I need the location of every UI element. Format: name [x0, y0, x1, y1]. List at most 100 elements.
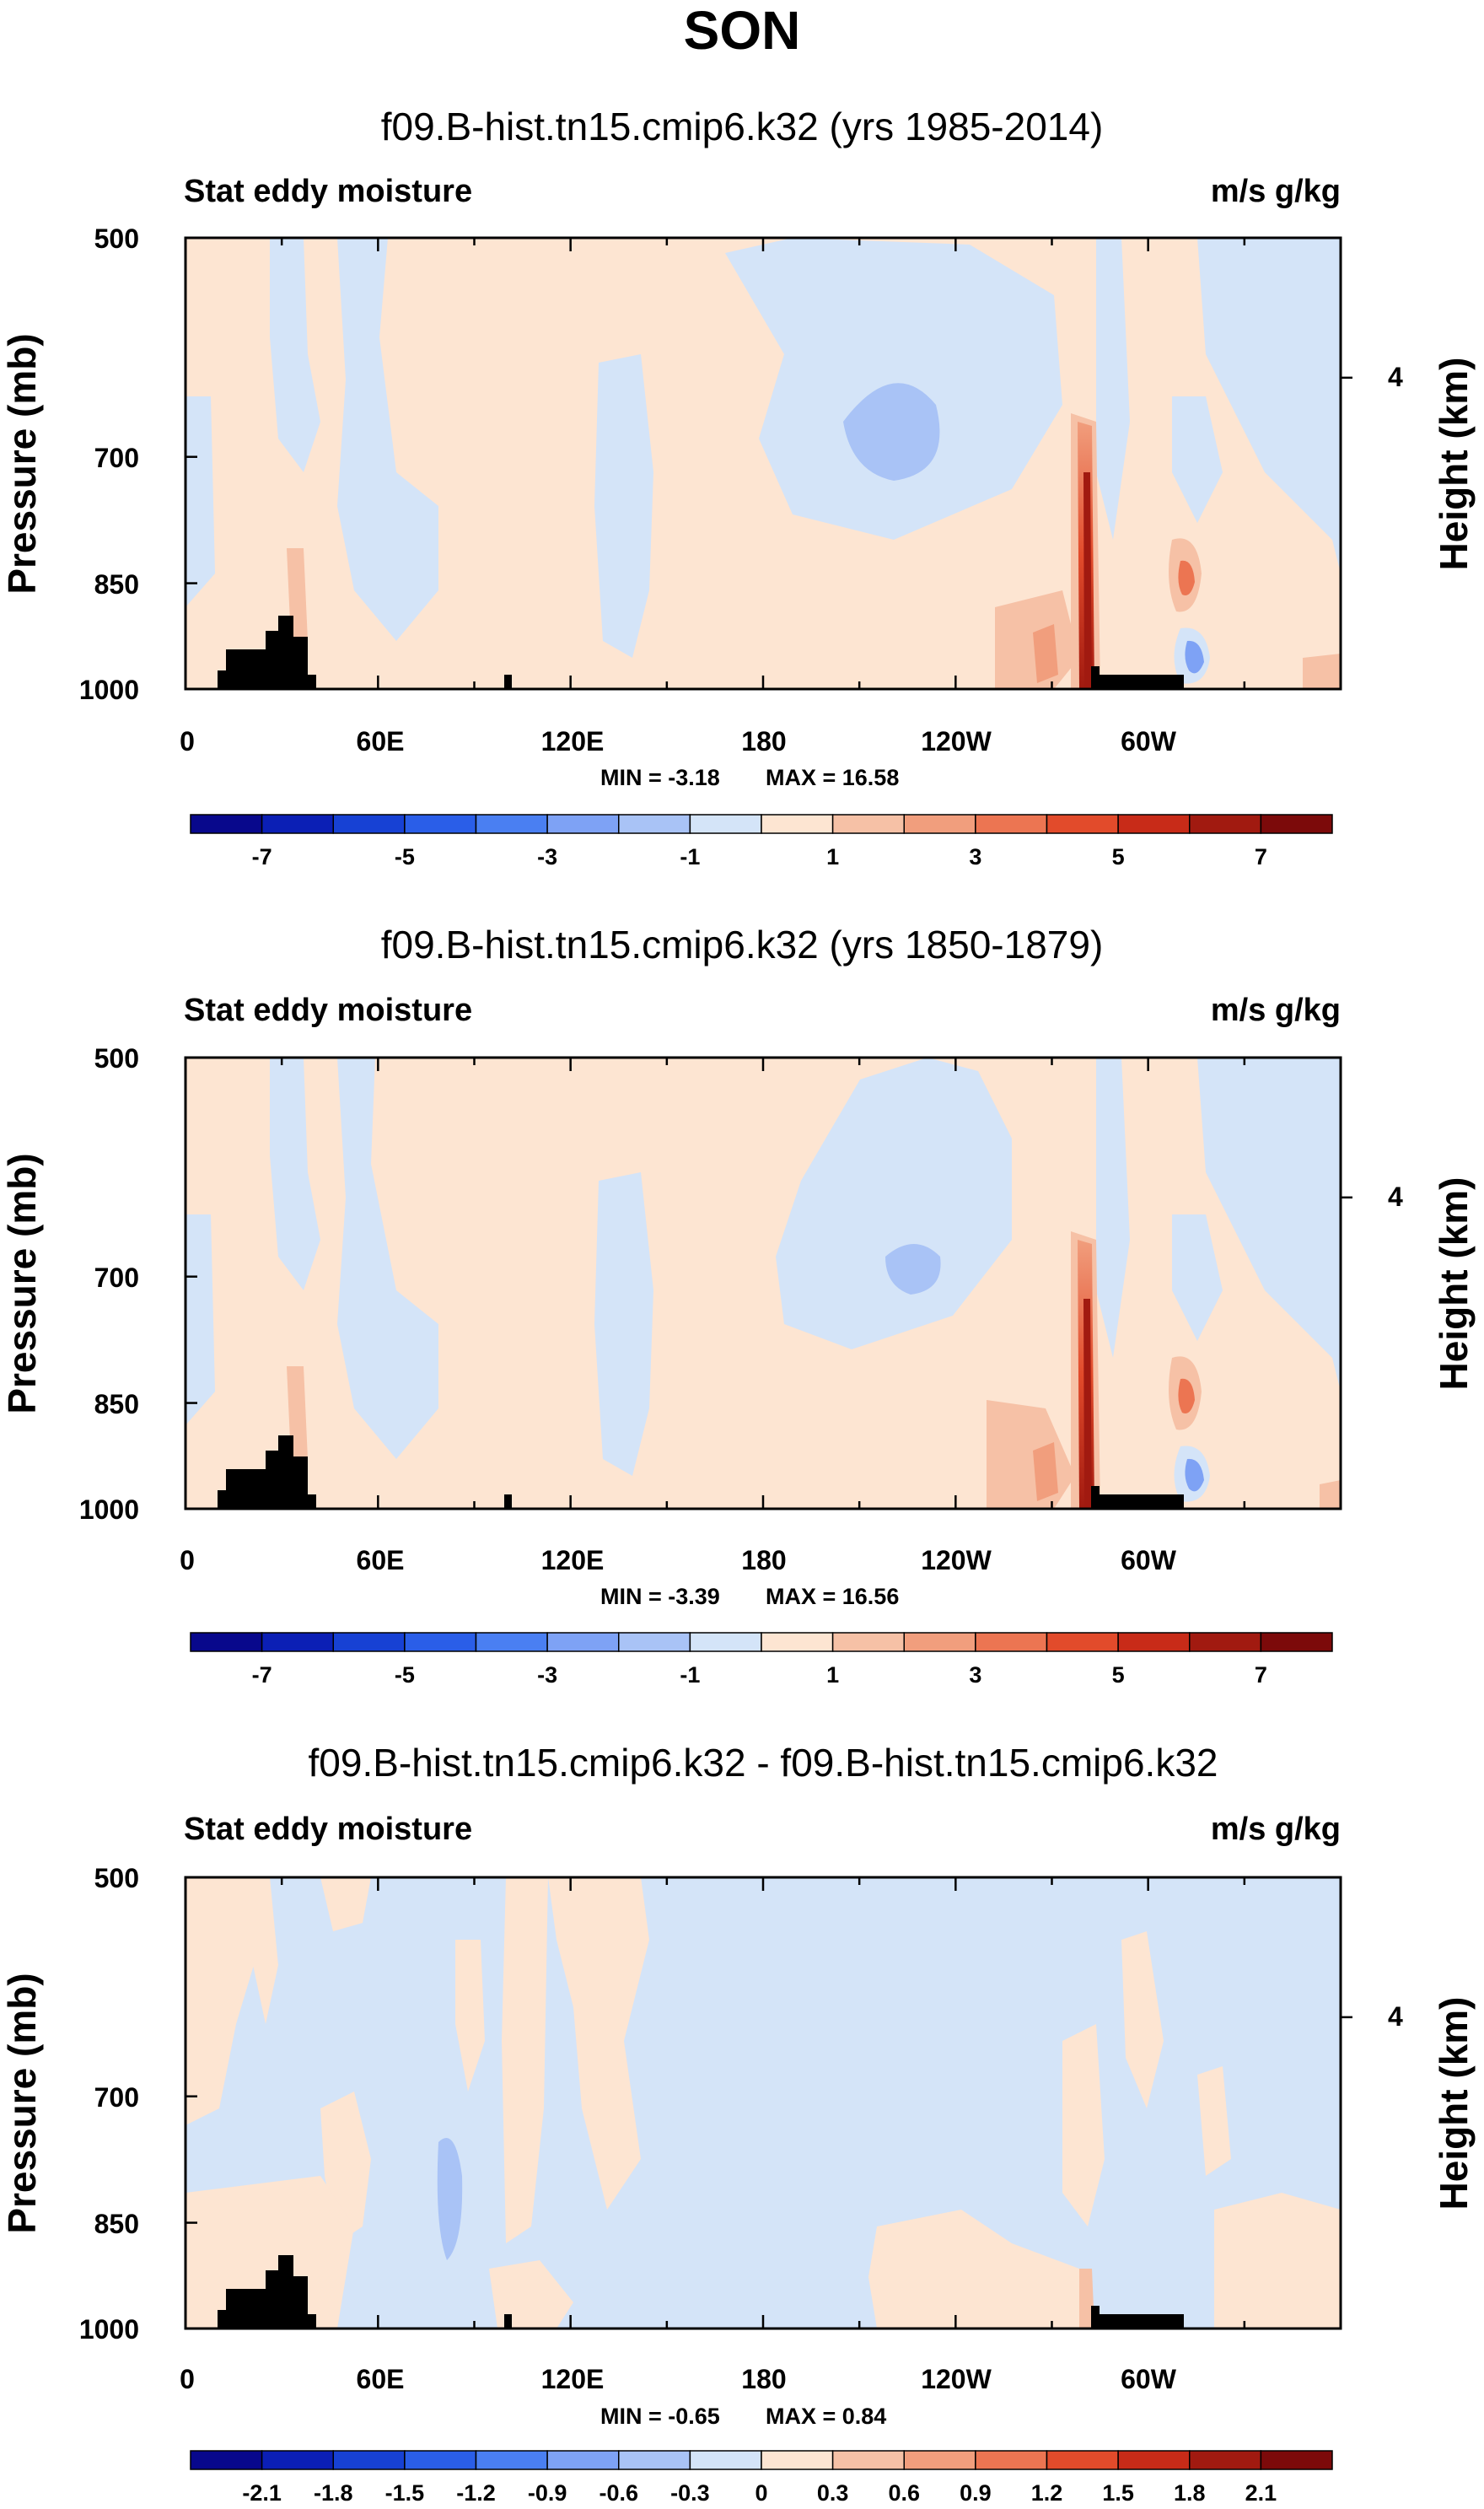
colorbar-swatch: [1046, 2450, 1119, 2470]
panel-1-variable: Stat eddy moisture: [184, 174, 472, 209]
panel-1-ytick-1000: 1000: [79, 675, 139, 705]
colorbar-swatch: [618, 2450, 691, 2470]
panel-1-max: MAX = 16.58: [766, 765, 899, 790]
colorbar-swatch: [190, 2450, 263, 2470]
panel-3-variable: Stat eddy moisture: [184, 1812, 472, 1847]
panel-3-xtick-0: 0: [180, 2364, 195, 2394]
figure-title: SON: [684, 0, 801, 61]
panel-2-min: MIN = -3.39: [600, 1584, 720, 1609]
colorbar-label: -1.5: [385, 2480, 425, 2506]
colorbar-swatch: [475, 1632, 548, 1652]
panel-1-ytick-850: 850: [94, 569, 139, 600]
panel-1-ylabel: Pressure (mb): [0, 333, 44, 594]
panel-3-min: MIN = -0.65: [600, 2404, 720, 2429]
colorbar-swatch: [1117, 2450, 1191, 2470]
panel-1: f09.B-hist.tn15.cmip6.k32 (yrs 1985-2014…: [0, 105, 1476, 870]
colorbar-swatch: [1046, 1632, 1119, 1652]
colorbar-label: -1: [680, 844, 700, 870]
colorbar-swatch: [404, 1632, 477, 1652]
panel-3-xtick-180: 180: [741, 2364, 786, 2394]
panel-1-colorbar: -7 -5 -3 -1 1 3 5 7: [190, 814, 1333, 870]
colorbar-label: 1.5: [1102, 2480, 1134, 2506]
colorbar-label: -5: [395, 1662, 415, 1688]
panel-3-ytick-1000: 1000: [79, 2314, 139, 2345]
colorbar-label: -2.1: [242, 2480, 282, 2506]
colorbar-swatch: [1189, 814, 1262, 834]
panel-1-xtick-180: 180: [741, 726, 786, 756]
panel-2-ytick-850: 850: [94, 1389, 139, 1419]
panel-2-xtick-120w: 120W: [921, 1545, 992, 1575]
panel-1-y2label: Height (km): [1432, 358, 1476, 571]
colorbar-label: 0.6: [888, 2480, 920, 2506]
colorbar-label: -0.3: [670, 2480, 710, 2506]
colorbar-swatch: [975, 1632, 1048, 1652]
panel-3-title: f09.B-hist.tn15.cmip6.k32 - f09.B-hist.t…: [309, 1741, 1218, 1785]
colorbar-swatch: [261, 814, 334, 834]
colorbar-swatch: [1260, 1632, 1333, 1652]
colorbar-label: 3: [969, 1662, 981, 1688]
panel-2-xtick-0: 0: [180, 1545, 195, 1575]
colorbar-label: 5: [1112, 844, 1125, 870]
panel-2-max: MAX = 16.56: [766, 1584, 899, 1609]
colorbar-swatch: [190, 1632, 263, 1652]
colorbar-swatch: [546, 2450, 620, 2470]
colorbar-swatch: [903, 814, 976, 834]
colorbar-swatch: [975, 814, 1048, 834]
colorbar-swatch: [332, 1632, 406, 1652]
colorbar-swatch: [831, 1632, 905, 1652]
panel-2-ytick-1000: 1000: [79, 1494, 139, 1525]
colorbar-label: 0: [755, 2480, 767, 2506]
panel-2-ytick-700: 700: [94, 1263, 139, 1293]
colorbar-swatch: [404, 2450, 477, 2470]
panel-3-ytick-850: 850: [94, 2209, 139, 2239]
colorbar-swatch: [475, 2450, 548, 2470]
colorbar-swatch: [903, 2450, 976, 2470]
panel-3-contour-field: [186, 1877, 1341, 2329]
colorbar-label: -5: [395, 844, 415, 870]
colorbar-label: -0.6: [599, 2480, 638, 2506]
colorbar-label: -1.2: [456, 2480, 496, 2506]
colorbar-label: -1.8: [314, 2480, 353, 2506]
panel-2: f09.B-hist.tn15.cmip6.k32 (yrs 1850-1879…: [0, 923, 1476, 1688]
colorbar-label: 2.1: [1245, 2480, 1277, 2506]
panel-2-variable: Stat eddy moisture: [184, 993, 472, 1028]
colorbar-label: -7: [252, 1662, 272, 1688]
colorbar-swatch: [761, 814, 834, 834]
panel-3-colorbar: -2.1 -1.8 -1.5 -1.2 -0.9 -0.6 -0.3 0 0.3 0.6 0.9 1.…: [190, 2450, 1333, 2506]
colorbar-swatch: [261, 1632, 334, 1652]
colorbar-label: -3: [537, 844, 557, 870]
panel-3-xtick-60e: 60E: [357, 2364, 405, 2394]
colorbar-swatch: [975, 2450, 1048, 2470]
panel-2-xtick-60e: 60E: [357, 1545, 405, 1575]
colorbar-swatch: [831, 814, 905, 834]
colorbar-swatch: [1117, 814, 1191, 834]
colorbar-swatch: [689, 814, 762, 834]
colorbar-swatch: [546, 1632, 620, 1652]
panel-2-title: f09.B-hist.tn15.cmip6.k32 (yrs 1850-1879…: [381, 923, 1104, 966]
panel-1-xtick-0: 0: [180, 726, 195, 756]
colorbar-label: 0.3: [817, 2480, 849, 2506]
colorbar-swatch: [618, 1632, 691, 1652]
panel-2-xtick-180: 180: [741, 1545, 786, 1575]
panel-1-xtick-120w: 120W: [921, 726, 992, 756]
colorbar-swatch: [475, 814, 548, 834]
colorbar-swatch: [332, 814, 406, 834]
panel-2-axis-ticks: [184, 1056, 1352, 1510]
panel-3-xtick-120w: 120W: [921, 2364, 992, 2394]
colorbar-swatch: [761, 2450, 834, 2470]
colorbar-swatch: [1046, 814, 1119, 834]
panel-1-title: f09.B-hist.tn15.cmip6.k32 (yrs 1985-2014…: [381, 105, 1104, 148]
panel-1-xtick-60w: 60W: [1121, 726, 1177, 756]
colorbar-swatch: [261, 2450, 334, 2470]
panel-3-ytick-700: 700: [94, 2082, 139, 2113]
panel-3-units: m/s g/kg: [1211, 1812, 1341, 1847]
panel-2-y2tick-4: 4: [1388, 1182, 1403, 1212]
panel-3-axis-ticks: [184, 1876, 1352, 2330]
panel-3-ylabel: Pressure (mb): [0, 1973, 44, 2233]
panel-1-ytick-500: 500: [94, 223, 139, 254]
colorbar-label: 7: [1255, 1662, 1267, 1688]
panel-1-xtick-120e: 120E: [541, 726, 605, 756]
panel-3-y2tick-4: 4: [1388, 2001, 1403, 2032]
panel-1-xtick-60e: 60E: [357, 726, 405, 756]
